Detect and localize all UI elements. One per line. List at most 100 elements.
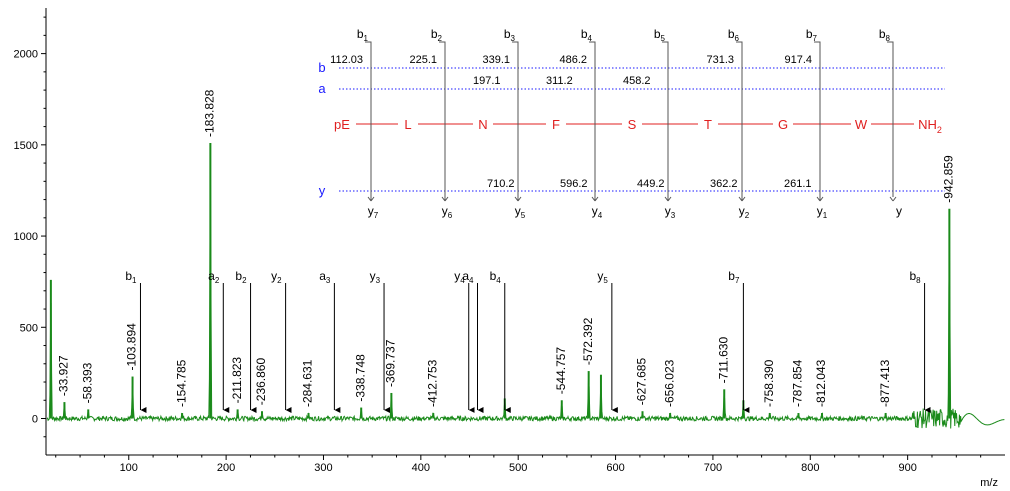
b-ion-value: 225.1	[409, 54, 437, 66]
b-ion-value: 339.1	[482, 54, 510, 66]
cleavage-arrow	[514, 196, 522, 202]
chart-axes: 100 200 300 400 500 600 700 800 900 0 500 1000 1500 2…	[14, 8, 1005, 474]
peak-label: -211.823	[230, 357, 244, 404]
peak-label: -284.631	[301, 359, 315, 407]
peak-label: -758.390	[762, 359, 776, 407]
cleavage-arrow	[367, 196, 375, 202]
b-ion-sub: 6	[735, 34, 740, 43]
x-tick-label: 800	[801, 462, 819, 474]
fragment-label: y2	[271, 269, 282, 285]
fragment-sub: 8	[916, 276, 921, 285]
cleavage-line	[814, 41, 821, 201]
b-ion-label: b8	[879, 27, 891, 43]
peak-label: -338.748	[353, 354, 367, 402]
residue: S	[628, 117, 637, 132]
residue: pE	[334, 117, 350, 132]
fragment-sub: 2	[215, 276, 220, 285]
fragment-label: b2	[235, 269, 247, 285]
row-label-a: a	[318, 81, 326, 96]
y-ion-sub: 1	[823, 211, 828, 220]
y-ion-value: 710.2	[487, 178, 515, 190]
a-ion-value: 458.2	[623, 75, 651, 87]
peak-label: -58.393	[80, 362, 94, 403]
fragment-sub: 3	[326, 276, 331, 285]
peak-label: -787.854	[791, 359, 805, 407]
fragment-sub: 4	[460, 276, 465, 285]
fragment-label: y3	[370, 269, 381, 285]
fragment-label: a4	[462, 269, 474, 285]
residue: G	[778, 117, 788, 132]
x-tick-label: 300	[314, 462, 332, 474]
fragment-label: b1	[125, 269, 137, 285]
x-tick-label: 100	[120, 462, 138, 474]
residue: NH2	[918, 117, 942, 135]
fragment-label: y5	[597, 269, 608, 285]
cleavage-line	[365, 41, 372, 201]
residue: T	[704, 117, 712, 132]
cleavage-line	[589, 41, 596, 201]
fragment-sub: 2	[242, 276, 247, 285]
x-tick-label: 400	[412, 462, 430, 474]
b-ion-label: b4	[581, 27, 593, 43]
fragment-label: b4	[490, 269, 502, 285]
peak-label: -656.023	[662, 359, 676, 407]
y-tick-label: 1000	[14, 231, 38, 243]
fragment-label: b8	[909, 269, 921, 285]
b-ion-sub: 7	[813, 34, 818, 43]
b-ion-value: 486.2	[559, 54, 587, 66]
spectrum-line	[46, 182, 1005, 429]
fragment-sub: 3	[376, 276, 381, 285]
peak-label: -627.685	[635, 358, 649, 406]
b-ion-label: b5	[654, 27, 666, 43]
peak-label: -183.828	[203, 89, 217, 137]
b-ion-sub: 8	[886, 34, 891, 43]
b-ion-value: 917.4	[784, 54, 812, 66]
residue: N	[478, 117, 487, 132]
residue-sub: 2	[937, 125, 942, 135]
b-ion-label: b6	[728, 27, 740, 43]
x-tick-label: 600	[606, 462, 624, 474]
peak-label: -711.630	[716, 337, 730, 384]
y-ion-label: y	[896, 204, 902, 218]
peak-label: -236.860	[254, 358, 268, 406]
fragment-sub: 4	[469, 276, 474, 285]
y-ion-value: 449.2	[637, 178, 665, 190]
y-ion-sub: 6	[448, 211, 453, 220]
b-ion-sub: 5	[661, 34, 666, 43]
cleavage-arrow	[441, 196, 449, 202]
peak-label: -877.413	[878, 359, 892, 407]
peak-labels: -33.927 -58.393 -103.894 -154.785 -183.828 -2…	[57, 89, 956, 407]
fragment-sub: 1	[132, 276, 137, 285]
residue: F	[552, 117, 560, 132]
x-axis-label: m/z	[980, 477, 998, 489]
x-tick-label: 200	[217, 462, 235, 474]
spectrum-trace	[46, 143, 1005, 429]
x-tick-label: 500	[509, 462, 527, 474]
b-ion-sub: 3	[511, 34, 516, 43]
y-ion-sub: 3	[671, 211, 676, 220]
fragment-label: b7	[728, 269, 740, 285]
fragment-sub: 5	[603, 276, 608, 285]
y-ion-label: y1	[817, 204, 828, 220]
a-ion-value: 311.2	[546, 75, 573, 87]
peak-label: -812.043	[814, 359, 828, 407]
y-tick-label: 1500	[14, 140, 38, 152]
y-ion-value: 596.2	[560, 178, 588, 190]
y-ion-sub: 2	[745, 211, 750, 220]
peak-label: -369.737	[384, 339, 398, 387]
b-ion-label: b2	[431, 27, 443, 43]
fragment-label: y4	[454, 269, 465, 285]
y-ion-value: 362.2	[710, 178, 738, 190]
residue: W	[855, 117, 868, 132]
cleavage-arrow	[664, 196, 672, 202]
cleavage-line	[662, 41, 669, 201]
b-ion-sub: 2	[438, 34, 443, 43]
b-ion-value: 112.03	[330, 54, 363, 66]
y-ion-sub: 5	[521, 211, 526, 220]
y-ion-label: y6	[442, 204, 453, 220]
peak-label: -154.785	[174, 359, 188, 407]
cleavage-arrow	[889, 196, 897, 202]
peak-label: -33.927	[57, 355, 71, 396]
row-label-y: y	[319, 183, 326, 198]
cleavage-arrow	[738, 196, 746, 202]
